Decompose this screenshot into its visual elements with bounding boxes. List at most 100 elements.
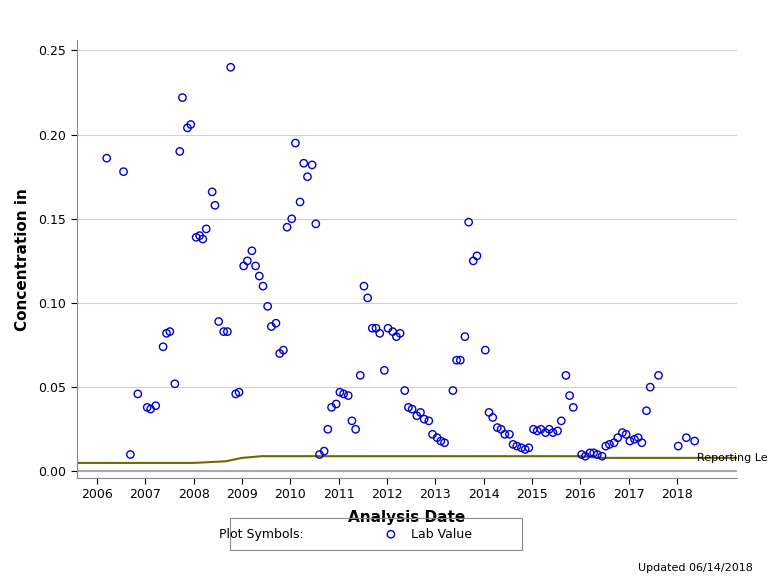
Point — [382, 324, 394, 333]
Point — [286, 214, 298, 223]
Point — [290, 138, 302, 147]
Point — [209, 200, 221, 210]
Point — [265, 322, 277, 331]
Point — [604, 440, 616, 449]
Point — [144, 404, 157, 414]
Point — [322, 425, 334, 434]
Point — [197, 234, 209, 244]
Point — [406, 404, 419, 414]
Point — [495, 425, 507, 434]
Point — [579, 452, 591, 461]
Point — [362, 293, 374, 302]
Point — [458, 332, 471, 341]
Point — [588, 448, 600, 457]
Point — [689, 437, 701, 446]
Point — [390, 332, 402, 341]
Y-axis label: Concentration in: Concentration in — [15, 188, 30, 331]
Point — [177, 93, 189, 102]
Point — [426, 430, 439, 439]
Point — [492, 423, 504, 432]
Point — [373, 329, 386, 338]
Point — [118, 167, 130, 176]
Point — [422, 416, 435, 426]
Point — [680, 433, 693, 442]
Point — [270, 319, 282, 328]
Point — [523, 443, 535, 452]
Point — [346, 416, 358, 426]
Point — [564, 391, 576, 400]
Point — [608, 438, 621, 448]
Point — [394, 329, 406, 338]
Point — [418, 415, 430, 424]
Point — [354, 371, 366, 380]
Point — [519, 445, 531, 454]
Point — [206, 187, 218, 196]
Point — [141, 403, 154, 412]
Point — [547, 428, 559, 437]
Point — [507, 440, 519, 449]
Point — [414, 408, 426, 417]
Point — [471, 251, 483, 260]
Point — [431, 433, 443, 442]
Point — [250, 262, 262, 271]
Point — [628, 435, 641, 444]
Point — [385, 530, 397, 539]
Text: Updated 06/14/2018: Updated 06/14/2018 — [637, 563, 753, 573]
Point — [306, 160, 318, 169]
Point — [439, 438, 451, 448]
Point — [644, 382, 657, 392]
Point — [161, 329, 173, 338]
Point — [281, 222, 293, 232]
Point — [301, 172, 313, 181]
Point — [169, 379, 181, 388]
Point — [503, 430, 515, 439]
Point — [467, 256, 479, 266]
Point — [174, 147, 186, 156]
Point — [257, 282, 269, 291]
Point — [611, 433, 624, 442]
Point — [318, 446, 330, 456]
Point — [600, 441, 612, 450]
Point — [641, 406, 653, 415]
Point — [310, 219, 322, 229]
Point — [298, 158, 310, 168]
Point — [535, 425, 547, 434]
Point — [124, 450, 137, 459]
Text: Reporting Level: Reporting Level — [697, 453, 768, 463]
Point — [435, 437, 447, 446]
Point — [164, 327, 176, 336]
Point — [246, 246, 258, 255]
Point — [543, 425, 555, 434]
Point — [224, 63, 237, 72]
Point — [632, 433, 644, 442]
Point — [370, 324, 382, 333]
Point — [560, 371, 572, 380]
Point — [313, 450, 326, 459]
Point — [511, 441, 523, 450]
Point — [273, 349, 286, 358]
Point — [551, 426, 564, 435]
Point — [515, 443, 528, 452]
Point — [253, 271, 266, 281]
Point — [131, 389, 144, 399]
Point — [237, 262, 250, 271]
Point — [378, 366, 390, 375]
Point — [531, 426, 543, 435]
Point — [200, 224, 213, 233]
Point — [539, 428, 551, 437]
Point — [342, 391, 354, 400]
Point — [616, 428, 628, 437]
Point — [447, 386, 459, 395]
Point — [181, 123, 194, 132]
Point — [451, 355, 463, 365]
Point — [498, 430, 511, 439]
Point — [190, 233, 202, 242]
Point — [672, 441, 684, 450]
Point — [386, 327, 399, 336]
Point — [528, 425, 540, 434]
Point — [358, 282, 370, 291]
Point — [184, 120, 197, 129]
Point — [652, 371, 664, 380]
Point — [462, 218, 475, 227]
Point — [221, 327, 233, 336]
